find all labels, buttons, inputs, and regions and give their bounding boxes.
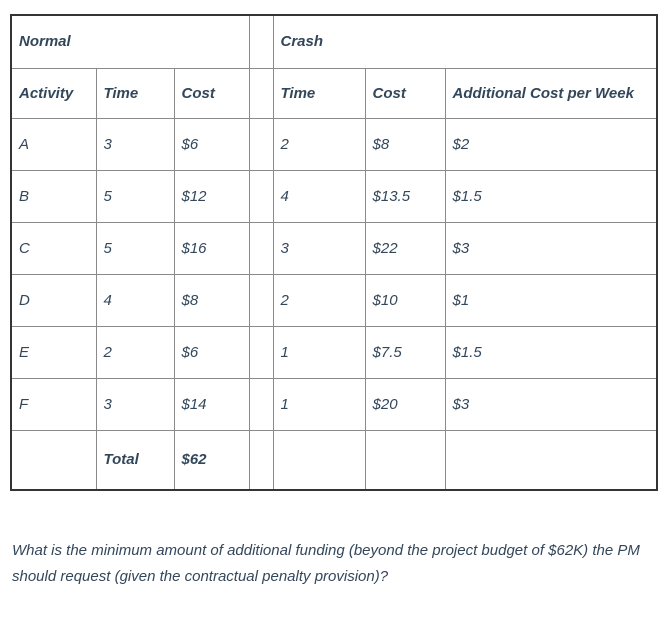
- col-header-crash-cost: Cost: [364, 67, 446, 119]
- question-text: What is the minimum amount of additional…: [12, 542, 640, 585]
- cell-additional-cost: $3: [444, 221, 658, 275]
- empty-cell: [364, 429, 446, 491]
- cell-activity: F: [10, 377, 97, 431]
- cell-activity: A: [10, 117, 97, 171]
- cell-crash-cost: $13.5: [364, 169, 446, 223]
- table-total-row: Total $62: [10, 429, 658, 491]
- spacer-cell: [248, 221, 274, 275]
- cell-normal-cost: $12: [173, 169, 250, 223]
- cell-crash-cost: $8: [364, 117, 446, 171]
- empty-cell: [444, 429, 658, 491]
- cell-normal-time: 3: [95, 117, 175, 171]
- spacer-cell: [248, 169, 274, 223]
- cell-normal-time: 5: [95, 169, 175, 223]
- spacer-cell: [248, 14, 274, 69]
- spacer-cell: [248, 377, 274, 431]
- normal-crash-cost-table: Normal Crash Activity Time Cost Time Cos…: [10, 14, 659, 491]
- cell-normal-time: 4: [95, 273, 175, 327]
- cell-additional-cost: $3: [444, 377, 658, 431]
- table-column-header-row: Activity Time Cost Time Cost Additional …: [10, 67, 658, 119]
- table-row-c: C 5 $16 3 $22 $3: [10, 221, 658, 275]
- cell-crash-time: 4: [272, 169, 366, 223]
- col-header-activity: Activity: [10, 67, 97, 119]
- cell-crash-time: 3: [272, 221, 366, 275]
- col-header-normal-time: Time: [95, 67, 175, 119]
- table-row-a: A 3 $6 2 $8 $2: [10, 117, 658, 171]
- cell-activity: B: [10, 169, 97, 223]
- empty-cell: [272, 429, 366, 491]
- cell-crash-cost: $20: [364, 377, 446, 431]
- cell-crash-time: 2: [272, 117, 366, 171]
- table-row-e: E 2 $6 1 $7.5 $1.5: [10, 325, 658, 379]
- col-header-additional-cost: Additional Cost per Week: [444, 67, 658, 119]
- empty-cell: [10, 429, 97, 491]
- table-row-b: B 5 $12 4 $13.5 $1.5: [10, 169, 658, 223]
- cell-crash-time: 1: [272, 377, 366, 431]
- spacer-cell: [248, 67, 274, 119]
- table-group-header-row: Normal Crash: [10, 14, 658, 69]
- cell-additional-cost: $1: [444, 273, 658, 327]
- cell-crash-time: 2: [272, 273, 366, 327]
- cell-additional-cost: $1.5: [444, 169, 658, 223]
- cell-activity: C: [10, 221, 97, 275]
- cell-normal-time: 5: [95, 221, 175, 275]
- cell-crash-cost: $10: [364, 273, 446, 327]
- group-header-normal: Normal: [10, 14, 250, 69]
- cell-activity: E: [10, 325, 97, 379]
- cell-normal-cost: $8: [173, 273, 250, 327]
- cell-additional-cost: $2: [444, 117, 658, 171]
- spacer-cell: [248, 273, 274, 327]
- total-value: $62: [173, 429, 250, 491]
- spacer-cell: [248, 429, 274, 491]
- total-label: Total: [95, 429, 175, 491]
- cell-crash-time: 1: [272, 325, 366, 379]
- cell-normal-cost: $14: [173, 377, 250, 431]
- cell-normal-time: 2: [95, 325, 175, 379]
- table-row-f: F 3 $14 1 $20 $3: [10, 377, 658, 431]
- col-header-crash-time: Time: [272, 67, 366, 119]
- cell-normal-time: 3: [95, 377, 175, 431]
- cell-crash-cost: $7.5: [364, 325, 446, 379]
- spacer-cell: [248, 117, 274, 171]
- cell-additional-cost: $1.5: [444, 325, 658, 379]
- group-header-crash: Crash: [272, 14, 658, 69]
- cell-normal-cost: $6: [173, 117, 250, 171]
- cell-normal-cost: $16: [173, 221, 250, 275]
- cell-crash-cost: $22: [364, 221, 446, 275]
- table-row-d: D 4 $8 2 $10 $1: [10, 273, 658, 327]
- cell-normal-cost: $6: [173, 325, 250, 379]
- cell-activity: D: [10, 273, 97, 327]
- spacer-cell: [248, 325, 274, 379]
- col-header-normal-cost: Cost: [173, 67, 250, 119]
